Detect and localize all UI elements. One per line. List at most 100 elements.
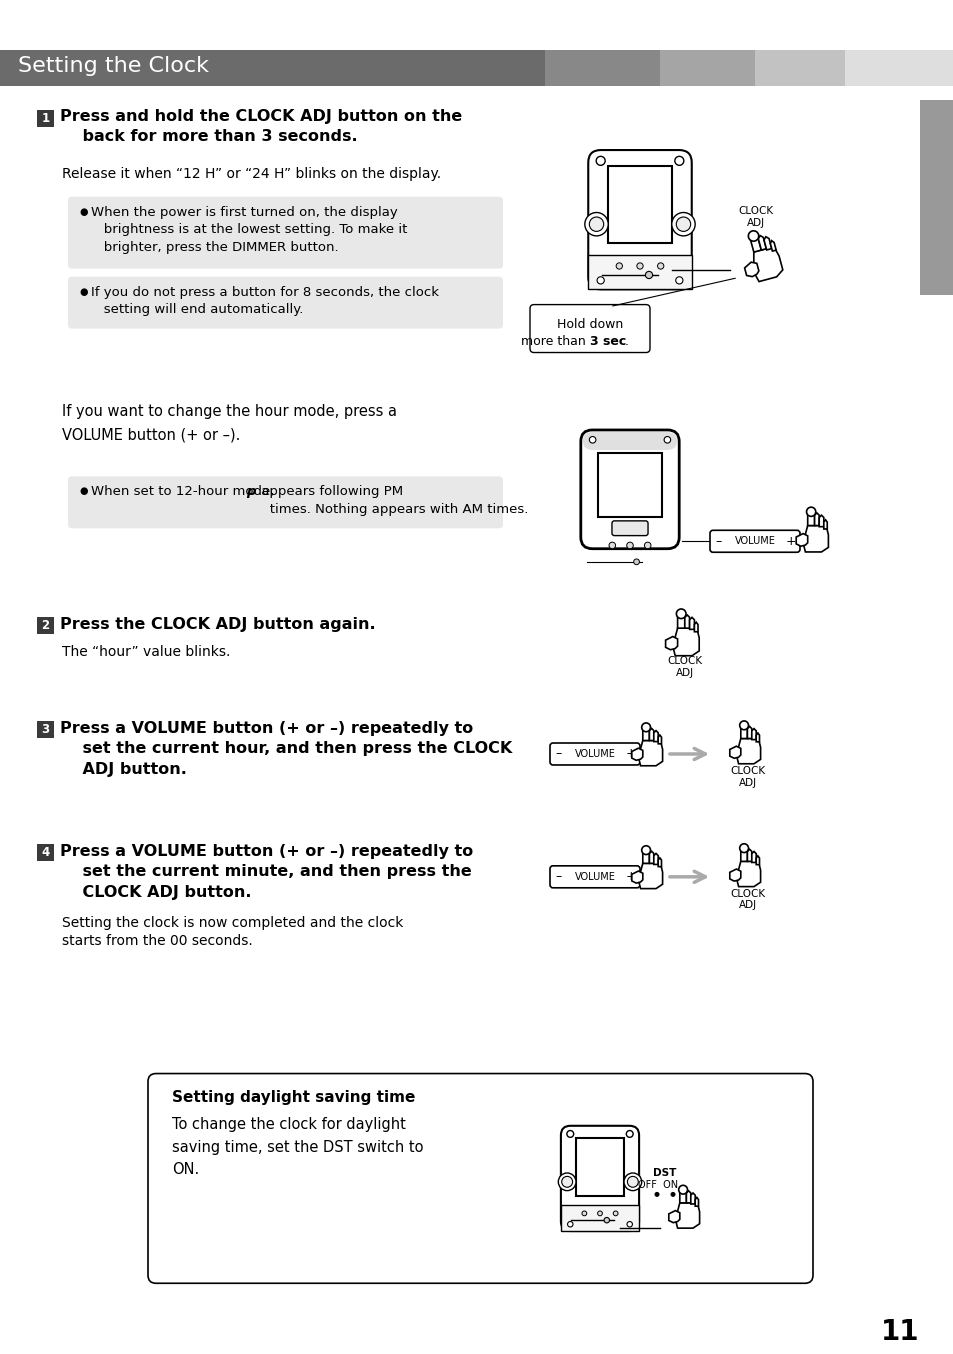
Polygon shape: [796, 533, 807, 546]
Circle shape: [644, 542, 650, 548]
Polygon shape: [763, 237, 771, 250]
FancyBboxPatch shape: [550, 743, 639, 765]
Polygon shape: [749, 234, 760, 252]
Text: –: –: [556, 747, 561, 761]
Text: more than: more than: [520, 334, 589, 348]
Text: ●: ●: [79, 207, 88, 217]
Circle shape: [613, 1210, 618, 1216]
FancyBboxPatch shape: [588, 150, 691, 290]
Polygon shape: [684, 615, 689, 628]
Text: 2: 2: [41, 619, 50, 632]
Circle shape: [567, 1221, 573, 1227]
Text: Press the CLOCK ADJ button again.: Press the CLOCK ADJ button again.: [60, 617, 375, 632]
FancyBboxPatch shape: [68, 276, 502, 329]
Text: CLOCK
ADJ: CLOCK ADJ: [730, 888, 764, 910]
Circle shape: [645, 271, 652, 279]
Polygon shape: [631, 749, 642, 761]
Polygon shape: [672, 628, 699, 655]
Text: –: –: [715, 535, 721, 548]
Text: ●: ●: [79, 287, 88, 297]
Polygon shape: [685, 1190, 690, 1202]
Circle shape: [561, 1177, 572, 1187]
Circle shape: [558, 1173, 576, 1190]
Bar: [588, 255, 691, 290]
Polygon shape: [638, 864, 662, 888]
Circle shape: [675, 276, 682, 284]
Polygon shape: [679, 1189, 685, 1202]
Text: When set to 12-hour mode,: When set to 12-hour mode,: [91, 485, 278, 498]
Text: Press and hold the CLOCK ADJ button on the
    back for more than 3 seconds.: Press and hold the CLOCK ADJ button on t…: [60, 108, 462, 145]
Text: 4: 4: [41, 846, 50, 858]
Circle shape: [663, 436, 670, 443]
Polygon shape: [740, 848, 746, 861]
Circle shape: [566, 1131, 573, 1137]
Polygon shape: [642, 849, 649, 864]
Circle shape: [626, 1221, 632, 1227]
Polygon shape: [668, 1210, 679, 1223]
Polygon shape: [653, 853, 658, 864]
Polygon shape: [729, 869, 740, 881]
FancyBboxPatch shape: [148, 1074, 812, 1284]
Text: +: +: [625, 871, 636, 883]
Bar: [37, 844, 54, 861]
Bar: [560, 1205, 639, 1231]
Text: appears following PM
   times. Nothing appears with AM times.: appears following PM times. Nothing appe…: [256, 485, 528, 516]
Polygon shape: [694, 621, 698, 632]
Polygon shape: [746, 849, 751, 861]
Text: 11: 11: [880, 1319, 919, 1346]
Polygon shape: [658, 735, 660, 743]
Bar: [0, 50, 544, 85]
Polygon shape: [819, 516, 823, 527]
Polygon shape: [631, 871, 642, 883]
Circle shape: [603, 1217, 609, 1223]
Polygon shape: [638, 741, 662, 766]
Text: .: .: [624, 334, 628, 348]
Text: CLOCK
ADJ: CLOCK ADJ: [730, 766, 764, 788]
Text: CLOCK
ADJ: CLOCK ADJ: [667, 657, 701, 678]
Bar: [659, 50, 754, 85]
Polygon shape: [807, 510, 814, 525]
Text: VOLUME: VOLUME: [574, 872, 615, 881]
Text: Setting daylight saving time: Setting daylight saving time: [172, 1090, 415, 1105]
Circle shape: [671, 213, 695, 236]
Text: Release it when “12 H” or “24 H” blinks on the display.: Release it when “12 H” or “24 H” blinks …: [62, 167, 440, 181]
Polygon shape: [758, 236, 765, 250]
Circle shape: [584, 213, 608, 236]
Circle shape: [641, 723, 650, 731]
Bar: [919, 100, 953, 295]
Circle shape: [633, 559, 639, 565]
Bar: [844, 50, 953, 85]
Polygon shape: [756, 733, 759, 742]
Circle shape: [581, 1210, 586, 1216]
Polygon shape: [823, 520, 826, 529]
Text: Hold down: Hold down: [557, 318, 622, 330]
Text: Setting the Clock: Setting the Clock: [18, 56, 209, 76]
Text: VOLUME: VOLUME: [734, 536, 775, 546]
Polygon shape: [802, 525, 827, 552]
Circle shape: [626, 1131, 633, 1137]
Circle shape: [596, 156, 604, 165]
Bar: [37, 722, 54, 738]
Circle shape: [597, 276, 603, 284]
Polygon shape: [658, 858, 660, 867]
Polygon shape: [744, 263, 758, 276]
Polygon shape: [740, 724, 746, 738]
Polygon shape: [695, 1197, 698, 1206]
Text: OFF  ON: OFF ON: [638, 1181, 678, 1190]
Circle shape: [608, 542, 615, 548]
Polygon shape: [751, 728, 756, 739]
Polygon shape: [729, 746, 740, 758]
Polygon shape: [653, 731, 658, 742]
Text: VOLUME: VOLUME: [574, 749, 615, 760]
Circle shape: [739, 844, 748, 853]
Bar: [37, 617, 54, 634]
Text: Press a VOLUME button (+ or –) repeatedly to
    set the current hour, and then : Press a VOLUME button (+ or –) repeatedl…: [60, 722, 512, 777]
FancyBboxPatch shape: [560, 1125, 639, 1231]
Circle shape: [676, 217, 690, 232]
Polygon shape: [814, 513, 819, 525]
Circle shape: [626, 542, 633, 548]
Circle shape: [805, 508, 815, 516]
Polygon shape: [689, 617, 694, 630]
Polygon shape: [751, 852, 756, 862]
Bar: [607, 167, 672, 242]
